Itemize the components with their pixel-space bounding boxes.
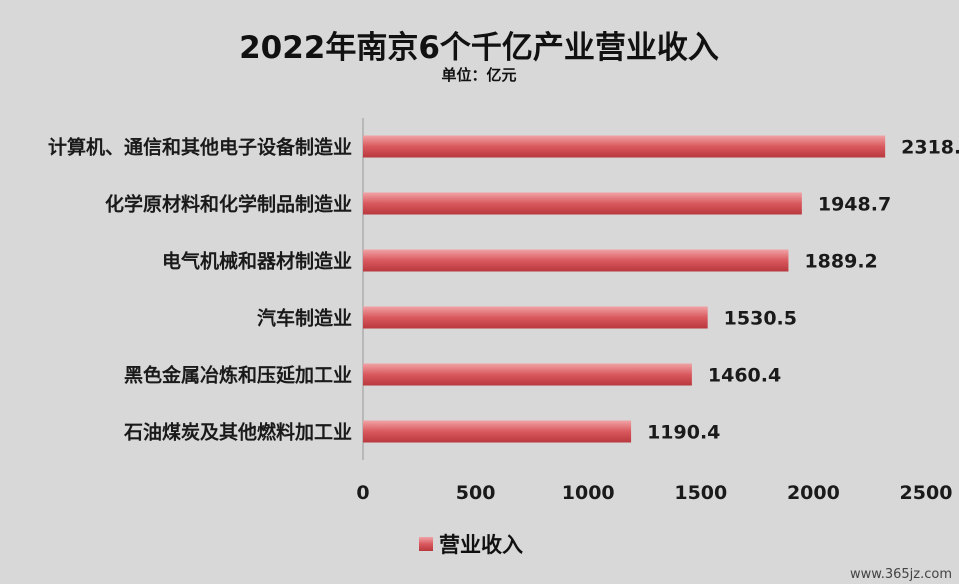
bar [363,135,886,158]
legend: 营业收入 [419,533,523,557]
chart-subtitle: 单位：亿元 [441,66,516,84]
x-tick-label: 2000 [787,482,840,504]
bar [363,420,632,443]
category-label: 电气机械和器材制造业 [162,250,352,273]
category-label: 汽车制造业 [257,307,352,330]
bars [363,135,886,443]
value-label: 1530.5 [724,308,797,330]
bar [363,306,708,329]
value-label: 1889.2 [804,251,877,273]
chart-title: 2022年南京6个千亿产业营业收入 [239,30,719,66]
x-axis-ticks: 0 500 1000 1500 2000 2500 [356,482,952,504]
x-tick-label: 500 [456,482,496,504]
value-labels: 2318.6 1948.7 1889.2 1530.5 1460.4 1190.4 [647,137,959,444]
value-label: 2318.6 [901,137,959,159]
x-tick-label: 1500 [674,482,727,504]
category-label: 化学原材料和化学制品制造业 [105,193,352,216]
value-label: 1948.7 [818,194,891,216]
category-label: 石油煤炭及其他燃料加工业 [123,421,352,444]
watermark: www.365jz.com [850,567,952,582]
bar [363,363,692,386]
value-label: 1190.4 [647,422,720,444]
category-label: 计算机、通信和其他电子设备制造业 [48,136,352,159]
category-label: 黑色金属冶炼和压延加工业 [124,364,352,387]
x-tick-label: 0 [356,482,369,504]
bar [363,249,789,272]
x-tick-label: 2500 [900,482,953,504]
category-labels: 计算机、通信和其他电子设备制造业化学原材料和化学制品制造业电气机械和器材制造业汽… [48,136,352,444]
x-tick-label: 1000 [562,482,615,504]
value-label: 1460.4 [708,365,781,387]
bar [363,192,802,215]
legend-label: 营业收入 [439,533,523,557]
legend-swatch [419,537,433,551]
